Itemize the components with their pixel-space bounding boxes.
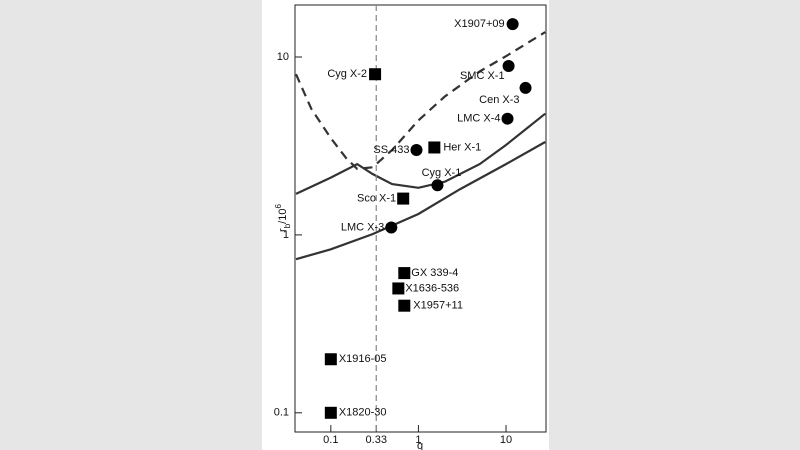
data-point	[428, 141, 441, 154]
y-label-sup: 6	[274, 204, 283, 209]
data-point	[392, 282, 405, 295]
point-label: LMC X-3	[341, 221, 384, 233]
y-label-base: r	[277, 228, 289, 232]
point-label: X1820-30	[339, 407, 387, 419]
plot-frame	[294, 4, 547, 433]
data-point	[501, 112, 514, 125]
x-tick-label: 0.1	[323, 434, 338, 446]
data-point	[506, 18, 519, 31]
point-label: GX 339-4	[411, 267, 458, 279]
x-tick-label: 1	[415, 434, 421, 446]
point-label: Her X-1	[443, 141, 481, 153]
x-tick-label: 10	[500, 434, 512, 446]
plot-area	[295, 31, 546, 261]
model-curve	[295, 112, 546, 195]
point-label: LMC X-4	[457, 113, 500, 125]
data-point	[502, 59, 515, 72]
data-point	[398, 267, 411, 280]
data-point	[324, 353, 337, 366]
point-label: X1907+09	[454, 18, 504, 30]
y-label-mid: /10	[277, 209, 289, 224]
point-label: X1916-05	[339, 353, 387, 365]
data-point	[369, 68, 382, 81]
data-point	[397, 192, 410, 205]
point-label: Sco X-1	[357, 192, 396, 204]
point-label: Cyg X-2	[327, 68, 367, 80]
y-tick-label: 10	[277, 51, 289, 63]
data-point	[519, 81, 532, 94]
data-point	[431, 179, 444, 192]
point-label: X1957+11	[413, 300, 463, 312]
data-point	[410, 144, 423, 157]
y-tick-label: 0.1	[274, 407, 289, 419]
data-point	[324, 406, 337, 419]
point-label: Cen X-3	[479, 94, 519, 106]
x-axis-label: q	[417, 440, 423, 450]
data-point	[398, 299, 411, 312]
point-label: Cyg X-1	[422, 167, 462, 179]
panel	[262, 0, 549, 450]
point-label: SS 433	[373, 144, 409, 156]
y-axis-label: rb/106	[274, 204, 292, 232]
model-curve	[295, 31, 546, 171]
y-tick-label: 1	[283, 229, 289, 241]
point-label: SMC X-1	[460, 70, 505, 82]
x-tick-label: 0.33	[366, 434, 387, 446]
point-label: X1636-536	[405, 282, 459, 294]
y-label-sub: b	[283, 223, 292, 228]
data-point	[385, 221, 398, 234]
model-curve	[295, 141, 546, 261]
